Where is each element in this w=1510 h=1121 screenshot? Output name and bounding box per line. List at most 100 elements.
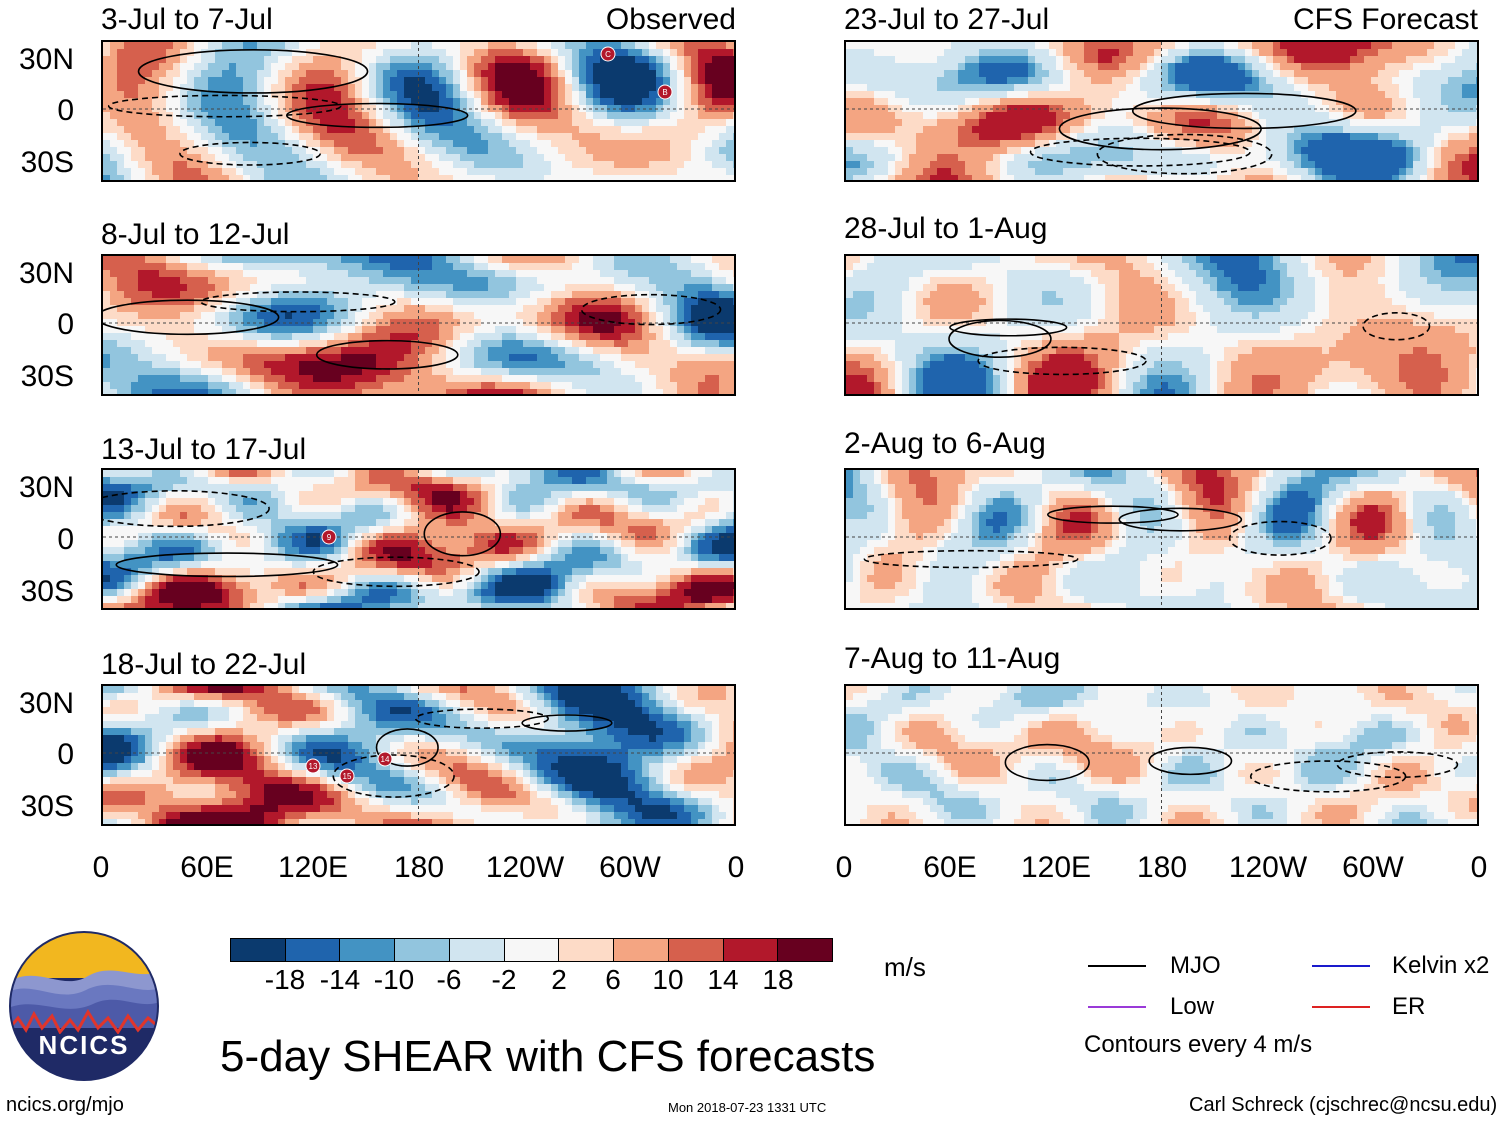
shear-cell [390, 140, 398, 148]
shear-cell [397, 112, 405, 120]
shear-cell [425, 354, 433, 362]
shear-cell [733, 298, 734, 306]
shear-cell [579, 561, 587, 569]
shear-cell [411, 382, 419, 390]
shear-cell [131, 484, 139, 492]
shear-cell [327, 98, 335, 106]
shear-cell [166, 168, 174, 176]
shear-cell [278, 526, 286, 534]
shear-cell [229, 498, 237, 506]
shear-cell [733, 512, 734, 520]
shear-cell [292, 505, 300, 513]
shear-cell [313, 168, 321, 176]
shear-cell [565, 477, 573, 485]
shear-cell [124, 277, 132, 285]
shear-cell [467, 547, 475, 555]
shear-cell [299, 368, 307, 376]
shear-cell [614, 389, 622, 394]
shear-cell [383, 298, 391, 306]
shear-cell [467, 147, 475, 155]
shear-cell [411, 168, 419, 176]
shear-cell [516, 112, 524, 120]
shear-cell [201, 284, 209, 292]
shear-cell [600, 312, 608, 320]
shear-cell [712, 112, 720, 120]
shear-cell [383, 382, 391, 390]
shear-cell [621, 533, 629, 541]
shear-cell [341, 49, 349, 57]
shear-cell [467, 140, 475, 148]
shear-cell [362, 498, 370, 506]
shear-cell [229, 554, 237, 562]
shear-cell [278, 505, 286, 513]
shear-cell [586, 140, 594, 148]
shear-cell [593, 498, 601, 506]
shear-cell [187, 368, 195, 376]
shear-cell [481, 354, 489, 362]
shear-cell [712, 284, 720, 292]
shear-cell [201, 42, 209, 50]
shear-cell [439, 119, 447, 127]
shear-cell [733, 98, 734, 106]
shear-cell [670, 112, 678, 120]
shear-cell [684, 168, 692, 176]
shear-cell [348, 161, 356, 169]
shear-cell [572, 168, 580, 176]
shear-cell [362, 105, 370, 113]
shear-cell [481, 333, 489, 341]
shear-cell [110, 119, 118, 127]
shear-cell [194, 382, 202, 390]
shear-cell [530, 305, 538, 313]
shear-cell [355, 505, 363, 513]
shear-cell [152, 284, 160, 292]
shear-cell [187, 491, 195, 499]
shear-cell [187, 498, 195, 506]
shear-cell [145, 291, 153, 299]
shear-cell [145, 389, 153, 394]
shear-cell [404, 326, 412, 334]
shear-cell [565, 91, 573, 99]
shear-cell [537, 340, 545, 348]
shear-cell [488, 519, 496, 527]
shear-cell [635, 491, 643, 499]
shear-cell [243, 284, 251, 292]
shear-cell [306, 368, 314, 376]
shear-cell [698, 126, 706, 134]
shear-cell [110, 526, 118, 534]
shear-cell [572, 354, 580, 362]
shear-cell [719, 49, 727, 57]
shear-cell [593, 470, 601, 478]
shear-cell [579, 291, 587, 299]
shear-cell [502, 526, 510, 534]
shear-cell [593, 305, 601, 313]
shear-cell [446, 112, 454, 120]
shear-cell [334, 175, 342, 180]
shear-cell [488, 361, 496, 369]
shear-cell [327, 112, 335, 120]
shear-cell [481, 154, 489, 162]
shear-cell [404, 477, 412, 485]
shear-cell [593, 333, 601, 341]
shear-cell [565, 168, 573, 176]
shear-cell [369, 256, 377, 264]
shear-cell [292, 256, 300, 264]
shear-cell [278, 340, 286, 348]
shear-cell [285, 561, 293, 569]
shear-cell [733, 477, 734, 485]
shear-cell [208, 347, 216, 355]
shear-cell [110, 568, 118, 576]
shear-cell [299, 526, 307, 534]
shear-cell [348, 491, 356, 499]
shear-cell [621, 147, 629, 155]
shear-cell [187, 484, 195, 492]
shear-cell [362, 277, 370, 285]
shear-cell [404, 277, 412, 285]
shear-cell [733, 256, 734, 264]
shear-cell [124, 354, 132, 362]
shear-cell [698, 361, 706, 369]
shear-cell [698, 63, 706, 71]
shear-cell [229, 161, 237, 169]
shear-cell [278, 491, 286, 499]
shear-cell [411, 119, 419, 127]
shear-cell [173, 119, 181, 127]
